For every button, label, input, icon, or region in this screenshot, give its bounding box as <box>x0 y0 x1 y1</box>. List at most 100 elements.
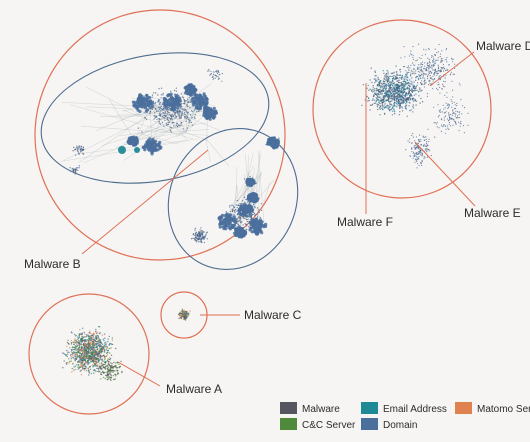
node-dot <box>424 79 426 82</box>
node-dot <box>379 108 381 111</box>
node-dot <box>409 99 412 101</box>
node-dot <box>385 91 387 94</box>
node-dot <box>442 104 444 106</box>
node-dot <box>246 225 248 227</box>
node-dot <box>408 88 410 91</box>
node-dot <box>93 344 95 347</box>
node-dot <box>179 124 181 127</box>
node-dot <box>174 112 177 114</box>
node-dot <box>184 319 187 321</box>
node-dot <box>102 365 105 368</box>
node-dot <box>74 154 77 156</box>
graph-edge <box>139 133 180 145</box>
node-dot <box>73 343 75 346</box>
node-dot <box>79 352 81 354</box>
node-dot <box>95 335 97 337</box>
hub-node <box>195 96 205 106</box>
node-dot <box>400 83 403 85</box>
graph-edge <box>159 105 197 121</box>
node-dot <box>439 86 441 88</box>
node-dot <box>92 369 95 372</box>
node-dot <box>96 352 99 355</box>
graph-edge <box>205 137 229 167</box>
node-dot <box>371 89 373 91</box>
node-dot <box>168 121 171 123</box>
node-dot <box>437 104 439 106</box>
hub-node-dot <box>269 136 273 141</box>
hub-node <box>236 228 244 236</box>
node-dot <box>405 108 408 110</box>
node-dot <box>406 75 408 77</box>
node-dot <box>76 341 79 343</box>
node-dot <box>95 364 97 366</box>
node-dot <box>83 345 85 347</box>
node-dot <box>236 210 238 212</box>
node-dot <box>405 98 408 100</box>
node-dot <box>87 363 90 365</box>
node-dot <box>77 338 79 340</box>
node-dot <box>372 84 374 87</box>
node-dot <box>95 370 97 373</box>
node-dot <box>448 114 450 117</box>
node-dot <box>164 119 166 122</box>
node-dot <box>86 344 88 347</box>
hub-node-dot <box>204 96 208 100</box>
node-dot <box>80 366 82 368</box>
node-dot <box>446 68 448 70</box>
email-address-node <box>118 146 126 154</box>
node-dot <box>175 124 177 127</box>
node-dot <box>201 230 203 232</box>
node-dot <box>396 95 398 97</box>
node-dot <box>390 75 392 78</box>
node-dot <box>80 343 83 345</box>
node-dot <box>200 231 202 233</box>
node-dot <box>448 112 450 114</box>
node-dot <box>181 315 183 318</box>
hub-node-dot <box>254 218 258 222</box>
node-dot <box>69 347 71 349</box>
node-dot <box>454 107 456 110</box>
graph-edge <box>83 124 172 164</box>
node-dot <box>184 116 187 118</box>
node-dot <box>422 74 425 76</box>
node-dot <box>91 355 93 357</box>
node-dot <box>419 87 421 89</box>
node-dot <box>181 113 183 115</box>
node-dot <box>440 111 442 113</box>
node-dot <box>111 337 114 339</box>
node-dot <box>412 100 415 102</box>
node-dot <box>74 173 76 175</box>
node-dot <box>417 156 419 158</box>
node-dot <box>446 92 448 94</box>
node-dot <box>413 68 415 70</box>
node-dot <box>183 99 185 101</box>
node-dot <box>100 372 102 374</box>
node-dot <box>399 90 401 92</box>
node-dot <box>418 151 420 153</box>
node-dot <box>425 138 427 140</box>
node-dot <box>436 87 438 90</box>
node-dot <box>426 66 428 69</box>
node-dot <box>403 89 405 91</box>
node-dot <box>368 99 370 102</box>
node-dot <box>247 226 250 228</box>
node-dot <box>410 50 412 52</box>
node-dot <box>84 367 87 369</box>
node-dot <box>415 60 417 62</box>
node-dot <box>398 92 400 95</box>
node-dot <box>376 84 379 86</box>
node-dot <box>455 110 457 112</box>
graph-edge <box>262 181 271 206</box>
node-dot <box>445 128 447 130</box>
node-dot <box>386 69 388 72</box>
graph-edge <box>206 117 208 138</box>
node-dot <box>255 182 257 184</box>
node-dot <box>70 351 73 353</box>
node-dot <box>95 349 97 351</box>
node-dot <box>98 337 100 340</box>
hub-node-dot <box>272 136 276 140</box>
node-dot <box>446 61 448 63</box>
node-dot <box>412 136 414 138</box>
node-dot <box>423 48 425 50</box>
node-dot <box>378 83 380 86</box>
